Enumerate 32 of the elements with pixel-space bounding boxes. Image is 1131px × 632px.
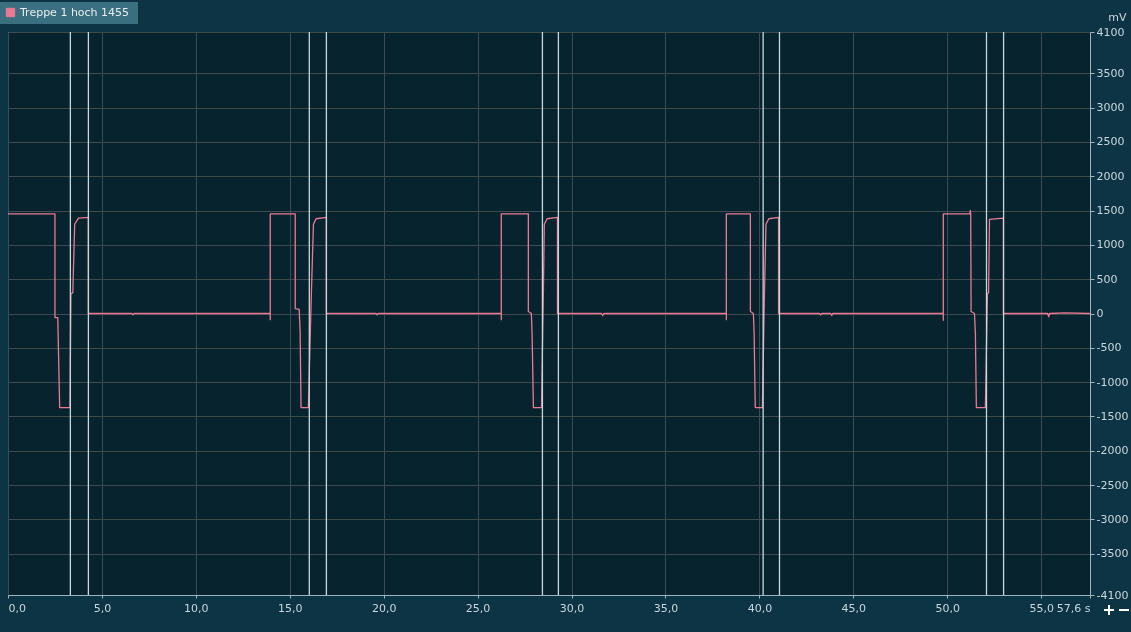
x-tick-label: 0,0 — [8, 601, 26, 615]
y-tick-label: 3500 — [1096, 66, 1125, 80]
y-tick-label: 2000 — [1096, 169, 1125, 183]
x-tick-label: 20,0 — [371, 601, 397, 615]
y-tick-label: -3000 — [1096, 512, 1129, 526]
y-tick-label: -500 — [1096, 341, 1122, 355]
y-tick-label: -3500 — [1096, 547, 1129, 561]
y-tick-label: -2000 — [1096, 444, 1129, 458]
y-tick-label: 1500 — [1096, 204, 1125, 218]
x-tick-label: 15,0 — [278, 601, 303, 615]
x-tick-label: 57,6 s — [1056, 601, 1091, 615]
y-tick-label: 0 — [1096, 307, 1104, 320]
x-tick-label: 5,0 — [93, 601, 112, 615]
x-tick-label: 10,0 — [184, 601, 209, 615]
x-tick-label: 55,0 — [1029, 601, 1054, 615]
y-tick-label: -2500 — [1096, 478, 1129, 492]
y-tick-label: 3000 — [1096, 101, 1125, 115]
y-tick-label: 4100 — [1096, 25, 1125, 39]
y-tick-label: 500 — [1096, 272, 1118, 286]
x-tick-label: 45,0 — [841, 601, 867, 615]
y-tick-label: 1000 — [1096, 238, 1125, 252]
y-axis-title: mV — [1108, 10, 1127, 24]
x-tick-label: 50,0 — [935, 601, 960, 615]
y-tick-label: -4100 — [1096, 588, 1129, 602]
y-tick-label: -1000 — [1096, 375, 1129, 389]
x-tick-label: 30,0 — [559, 601, 585, 615]
x-tick-label: 40,0 — [747, 601, 773, 615]
y-tick-label: -1500 — [1096, 409, 1129, 423]
legend-label: Treppe 1 hoch 1455 — [19, 5, 130, 19]
x-tick-label: 25,0 — [465, 601, 491, 615]
y-tick-label: 2500 — [1096, 135, 1125, 149]
x-tick-label: 35,0 — [653, 601, 679, 615]
